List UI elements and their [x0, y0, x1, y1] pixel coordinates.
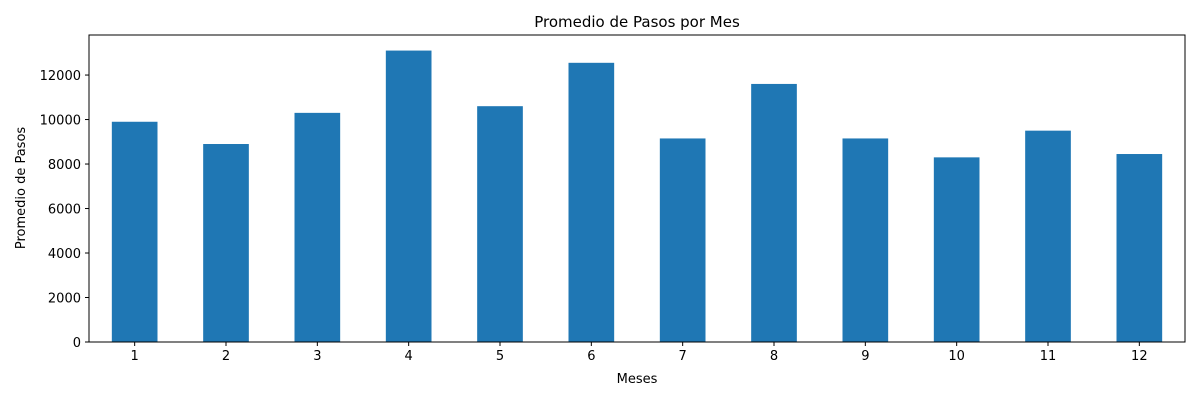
bar-month-12: [1116, 154, 1163, 342]
bar-month-4: [385, 50, 432, 342]
bars-layer: [111, 50, 1163, 343]
bar-month-6: [568, 62, 615, 343]
y-tick-label: 12000: [40, 69, 81, 84]
x-tick-label: 11: [1040, 349, 1057, 364]
x-tick-label: 9: [861, 349, 869, 364]
y-tick-label: 6000: [48, 203, 81, 218]
y-axis: 0 2000 4000 6000 8000 10000 12000: [40, 69, 89, 351]
x-tick-label: 1: [131, 349, 139, 364]
x-tick-label: 10: [948, 349, 965, 364]
y-tick-label: 0: [73, 336, 81, 351]
bar-month-7: [659, 138, 706, 342]
bar-month-8: [751, 83, 797, 342]
chart-title: Promedio de Pasos por Mes: [534, 13, 740, 31]
bar-month-10: [933, 157, 980, 342]
y-tick-label: 2000: [48, 292, 81, 307]
x-tick-label: 8: [770, 349, 778, 364]
x-tick-label: 7: [679, 349, 687, 364]
bar-month-9: [842, 138, 889, 342]
y-tick-label: 4000: [48, 247, 81, 262]
y-axis-title: Promedio de Pasos: [14, 127, 29, 250]
x-tick-label: 6: [587, 349, 595, 364]
x-tick-label: 4: [405, 349, 413, 364]
y-tick-label: 8000: [48, 158, 81, 173]
x-tick-label: 3: [313, 349, 321, 364]
y-tick-label: 10000: [40, 114, 81, 129]
bar-month-11: [1025, 130, 1071, 342]
x-axis: 1 2 3 4 5 6 7 8 9 10 11 12: [131, 342, 1148, 364]
x-tick-label: 5: [496, 349, 504, 364]
x-axis-title: Meses: [617, 372, 658, 387]
bar-month-5: [477, 106, 523, 342]
x-tick-label: 12: [1131, 349, 1148, 364]
bar-month-1: [111, 121, 158, 342]
x-tick-label: 2: [222, 349, 230, 364]
bar-month-2: [203, 144, 249, 342]
bar-month-3: [294, 112, 341, 342]
plot-frame: [88, 34, 1186, 343]
